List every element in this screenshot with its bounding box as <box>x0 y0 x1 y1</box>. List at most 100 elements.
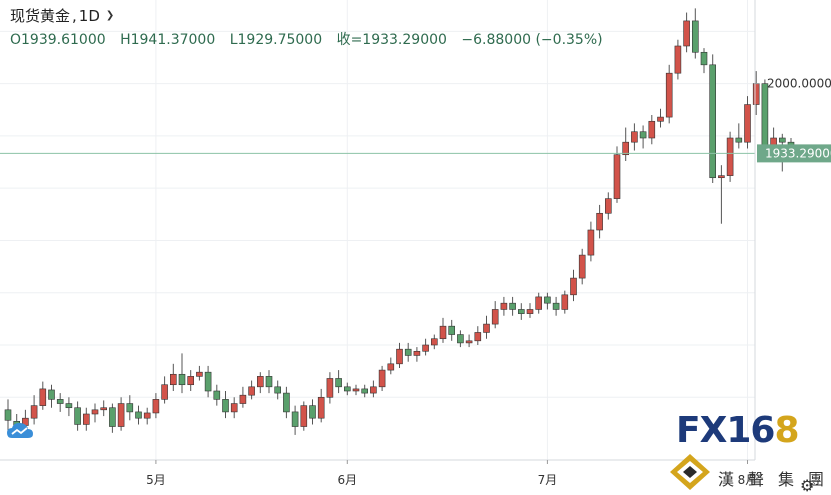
candle-body <box>230 403 238 413</box>
candle <box>83 407 90 431</box>
candle-body <box>752 83 760 105</box>
candle-body <box>161 384 168 400</box>
interval-label[interactable]: 1D <box>78 7 100 25</box>
candle-body <box>587 229 595 256</box>
candle <box>187 370 194 391</box>
symbol-name[interactable]: 现货黄金 <box>10 7 71 25</box>
candle-body <box>744 104 751 143</box>
close-value: 收=1933.29000 <box>336 32 447 48</box>
candle <box>474 326 482 345</box>
candle-body <box>135 411 142 419</box>
candle-body <box>256 376 264 388</box>
candle-body <box>283 392 290 413</box>
candle <box>91 403 99 423</box>
candle <box>378 365 386 391</box>
candle <box>404 342 412 362</box>
candle-body <box>196 371 203 377</box>
candle-body <box>170 373 177 386</box>
watermark-cn-text: 漢聲集團 <box>718 470 831 489</box>
candle-body <box>213 390 221 400</box>
candle <box>317 388 325 423</box>
chart-grid <box>0 0 755 460</box>
candle-body <box>152 399 160 414</box>
candle <box>448 319 456 341</box>
candle <box>561 290 569 314</box>
candle-body <box>309 405 316 419</box>
symbol-row[interactable]: 现货黄金 , 1D ❯ <box>10 6 613 26</box>
candle-body <box>387 363 395 371</box>
candle-body <box>613 154 621 199</box>
gear-icon[interactable]: ⚙ <box>800 476 815 495</box>
candle <box>370 380 377 398</box>
candle-body <box>396 348 403 365</box>
candle <box>361 384 369 398</box>
candle <box>56 393 64 412</box>
candle <box>196 365 203 381</box>
candle <box>413 347 421 362</box>
candle <box>718 165 725 224</box>
candle <box>752 71 760 115</box>
candle-body <box>604 198 612 214</box>
candle <box>735 123 743 149</box>
candle <box>204 365 212 398</box>
candle <box>161 376 168 404</box>
candle <box>30 395 38 425</box>
candle <box>517 303 525 320</box>
candle-body <box>448 325 456 335</box>
candle <box>343 382 351 396</box>
candle-body <box>535 296 543 310</box>
tradingview-cloud-icon[interactable] <box>6 420 34 440</box>
candle-body <box>761 83 769 153</box>
candle <box>544 292 551 310</box>
last-price-tag: 1933.29000 <box>757 144 831 163</box>
candle-body <box>422 344 429 352</box>
candle-body <box>48 389 55 400</box>
candle-body <box>109 407 116 427</box>
candle <box>657 108 664 128</box>
candle <box>335 370 342 394</box>
candle <box>639 125 647 149</box>
candle <box>674 39 682 80</box>
candle-body <box>343 386 351 392</box>
candle-body <box>570 277 577 296</box>
candle <box>552 296 560 316</box>
chevron-down-icon[interactable]: ❯ <box>105 10 115 21</box>
candle-body <box>596 212 603 231</box>
candle <box>274 380 282 400</box>
candle-body <box>83 413 90 425</box>
candle-body <box>117 403 125 427</box>
candle <box>726 131 734 182</box>
candle <box>709 54 717 183</box>
candle-body <box>500 302 508 310</box>
candle <box>535 292 543 314</box>
candle-body <box>352 388 360 392</box>
candle <box>613 146 621 203</box>
candle <box>265 370 273 394</box>
candle <box>48 384 55 408</box>
candle-body <box>74 407 81 425</box>
candle-body <box>657 116 664 122</box>
candle <box>509 296 516 316</box>
time-tick-label: 6月 <box>337 473 357 487</box>
candle-body <box>126 403 134 413</box>
candle-body <box>326 378 334 398</box>
candle-body <box>544 296 551 304</box>
candle-body <box>56 399 64 404</box>
candle-body <box>483 323 490 333</box>
candle-body <box>474 332 482 342</box>
candle <box>152 393 160 419</box>
candles-layer <box>4 8 795 435</box>
candle <box>178 353 186 394</box>
candle-body <box>665 72 673 118</box>
candle-body <box>631 131 638 143</box>
candle-body <box>404 348 412 356</box>
symbol-separator: , <box>72 7 77 25</box>
candle-body <box>526 309 534 314</box>
candle-body <box>735 137 743 143</box>
candle <box>500 296 508 316</box>
candle <box>143 407 151 425</box>
candle <box>230 397 238 419</box>
